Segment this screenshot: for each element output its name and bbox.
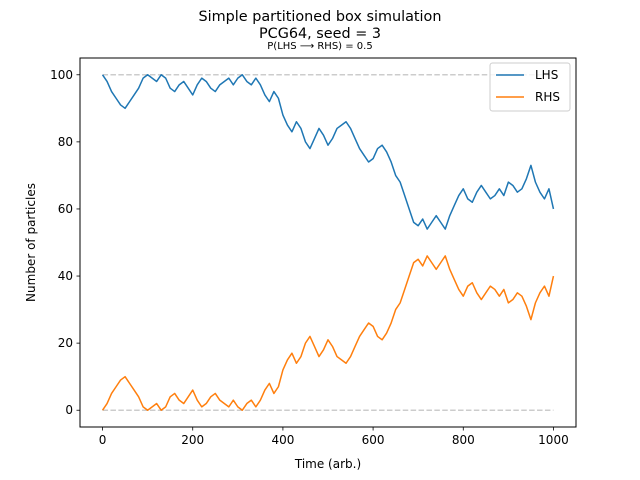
y-tick-label: 0 (65, 403, 73, 417)
legend-label-rhs: RHS (535, 90, 560, 104)
y-tick-label: 40 (58, 269, 73, 283)
series-line-rhs (101, 255, 555, 411)
y-tick-label: 100 (50, 68, 73, 82)
x-axis-ticks: 0 200 400 600 800 1000 (99, 427, 569, 447)
x-tick-label: 0 (99, 433, 107, 447)
y-tick-label: 20 (58, 336, 73, 350)
y-axis-ticks: 0 20 40 60 80 100 (50, 68, 80, 417)
x-tick-label: 800 (452, 433, 475, 447)
x-tick-label: 200 (181, 433, 204, 447)
y-tick-label: 80 (58, 135, 73, 149)
axes-frame (79, 57, 577, 428)
chart-subtitle: P(LHS ⟶ RHS) = 0.5 (267, 41, 372, 52)
plot-area (101, 74, 555, 411)
y-tick-label: 60 (58, 202, 73, 216)
legend: LHS RHS (489, 62, 571, 112)
chart-title: Simple partitioned box simulation (199, 9, 442, 25)
x-axis-label: Time (arb.) (294, 457, 361, 471)
x-tick-label: 1000 (538, 433, 569, 447)
x-tick-label: 400 (271, 433, 294, 447)
y-axis-label: Number of particles (24, 183, 38, 302)
x-tick-label: 600 (362, 433, 385, 447)
chart-title-line2: PCG64, seed = 3 (259, 26, 381, 42)
legend-label-lhs: LHS (535, 68, 558, 82)
series-line-lhs (101, 74, 555, 230)
